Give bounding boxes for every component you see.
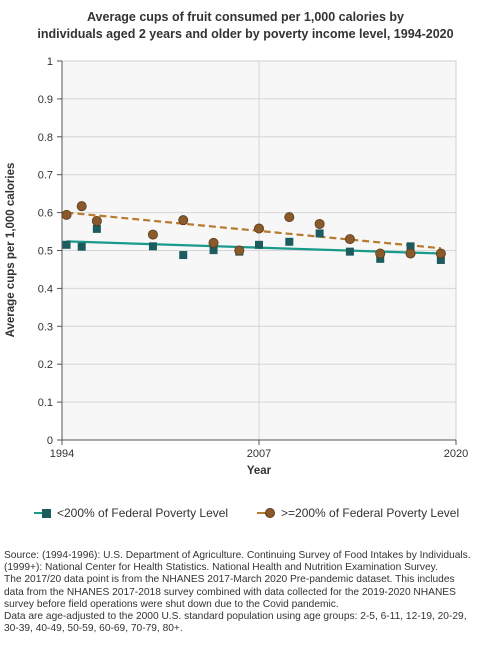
data-point-low-income [255,240,263,249]
x-tick-label: 2007 [247,448,271,460]
x-axis-ticks: 1994 2007 2020 [50,439,468,460]
source-line-7: 30-39, 40-49, 50-59, 60-69, 70-79, 80+. [4,623,183,635]
data-point-high-income [91,215,102,226]
data-points [61,201,446,264]
y-axis-ticks: 0 0.1 0.2 0.3 0.4 0.5 0.6 0.7 0.8 0.9 1 [38,56,63,447]
y-tick-label: 0.8 [38,132,53,144]
data-point-high-income [208,237,219,248]
data-point-low-income [436,255,445,264]
data-point-high-income [76,201,87,212]
y-tick-label: 0 [47,435,53,447]
y-tick-label: 0.7 [38,170,53,182]
legend-label-low-income: <200% of Federal Poverty Level [57,506,229,520]
source-line-2: (1999+): National Center for Health Stat… [4,562,438,574]
chart-title: Average cups of fruit consumed per 1,000… [0,9,491,43]
data-point-high-income [314,218,325,229]
x-tick-label: 1994 [50,448,74,460]
source-line-1: Source: (1994-1996): U.S. Department of … [4,550,471,561]
y-tick-label: 0.5 [38,246,53,258]
scatter-chart: 0 0.1 0.2 0.3 0.4 0.5 0.6 0.7 0.8 0.9 1 1994 2007 20… [5,56,468,477]
data-point-low-income [209,246,218,255]
source-note: Source: (1994-1996): U.S. Department of … [4,550,490,635]
y-tick-label: 0.3 [38,321,53,333]
data-point-low-income [315,229,324,238]
data-point-high-income [147,229,158,240]
legend-item-high-income: >=200% of Federal Poverty Level [257,506,459,520]
trend-line-high-income [66,211,441,250]
data-point-high-income [284,212,295,223]
data-point-low-income [148,242,157,251]
chart-title-line-2: individuals aged 2 years and older by po… [37,27,454,41]
chart-title-line-1: Average cups of fruit consumed per 1,000… [86,10,404,24]
data-point-low-income [345,247,354,256]
source-line-3: The 2017/20 data point is from the NHANE… [4,574,455,586]
data-point-low-income [406,242,415,251]
data-point-high-income [375,248,386,259]
source-line-5: survey before field operations were shut… [4,598,339,610]
data-point-low-income [62,240,71,249]
data-point-high-income [61,209,72,220]
y-tick-label: 0.4 [38,283,53,295]
data-point-low-income [92,224,101,233]
source-line-4: data from the NHANES 2017-2018 survey co… [4,586,456,598]
y-tick-label: 0.9 [38,94,53,106]
data-point-high-income [178,215,189,226]
square-marker-icon [42,508,51,518]
x-axis-title: Year [247,465,272,477]
data-point-low-income [285,237,294,246]
legend-item-low-income: <200% of Federal Poverty Level [34,506,228,520]
y-tick-label: 0.1 [38,397,53,409]
y-tick-label: 0.6 [38,208,53,220]
data-point-low-income [77,242,86,251]
legend-line-high-income [257,512,269,514]
data-point-high-income [435,248,446,259]
data-point-high-income [405,248,416,259]
source-line-6: Data are age-adjusted to the 2000 U.S. s… [4,611,467,623]
y-tick-label: 0.2 [38,359,53,371]
data-point-high-income [234,245,245,256]
data-point-high-income [344,234,355,245]
gridlines [62,61,456,440]
legend-label-high-income: >=200% of Federal Poverty Level [281,506,460,520]
legend-line-low-income [34,512,46,514]
data-point-low-income [179,251,188,260]
data-point-high-income [253,223,264,234]
y-tick-label: 1 [47,56,53,68]
x-tick-label: 2020 [444,448,468,460]
circle-marker-icon [265,508,275,518]
data-point-low-income [376,254,385,263]
y-axis-title: Average cups per 1,000 calories [5,163,17,338]
